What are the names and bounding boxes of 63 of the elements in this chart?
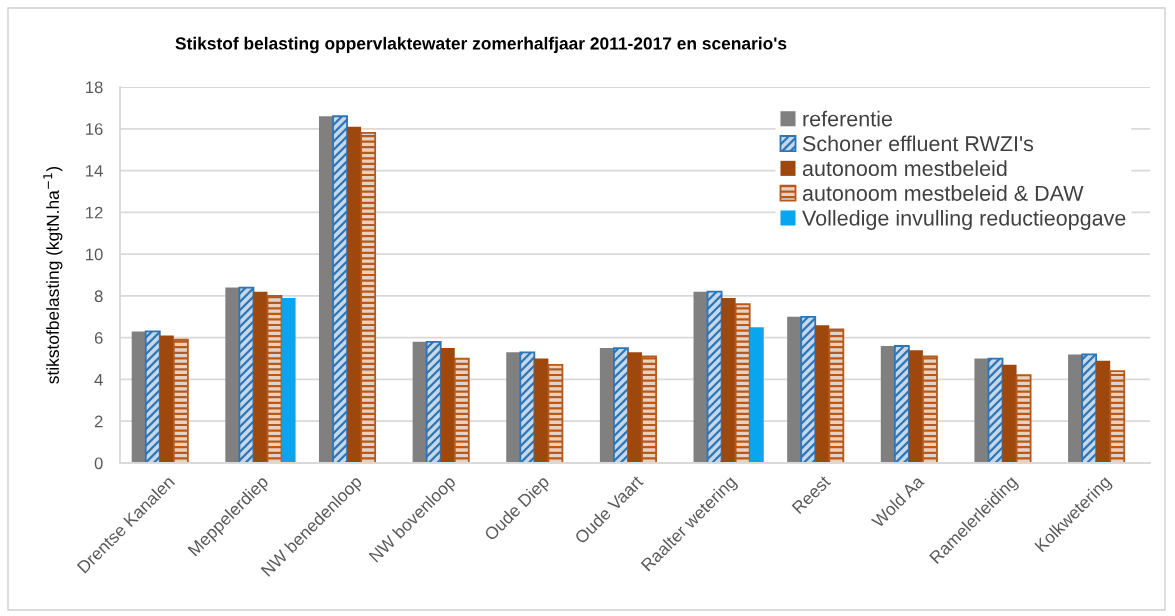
bar (1081, 353, 1098, 463)
bar (159, 335, 174, 463)
bar (908, 350, 923, 463)
bar (706, 290, 723, 463)
bar (1002, 364, 1017, 463)
y-tick-label: 12 (86, 206, 103, 219)
bar (922, 355, 938, 463)
bar (787, 316, 802, 463)
bar (172, 338, 189, 463)
bar (627, 352, 643, 463)
y-axis-title: stikstofbelasting (kgtN.ha$^{−1}$) (43, 166, 63, 384)
chart-title: Stikstof belasting oppervlaktewater zomerhalfjaar 2011-2017 en scenario's (175, 36, 787, 54)
bar (721, 297, 736, 463)
bar (225, 287, 240, 463)
y-tick-label: 18 (86, 81, 103, 94)
bar (281, 297, 296, 463)
bar (144, 330, 161, 463)
bar (613, 347, 629, 463)
legend-label: referentie (803, 110, 892, 127)
bar (1068, 354, 1083, 463)
bar (238, 286, 255, 463)
bar (332, 115, 348, 463)
bar (412, 341, 427, 463)
y-tick-label: 4 (94, 374, 103, 386)
bar (425, 340, 442, 463)
bar (880, 346, 895, 463)
legend-label: Schoner effluent RWZI's (802, 135, 1034, 152)
legend-label: autonoom mestbeleid & DAW (802, 185, 1084, 201)
bar (828, 328, 845, 463)
bar (519, 351, 536, 463)
bar (974, 358, 989, 463)
bar (347, 126, 362, 463)
bar (987, 357, 1004, 463)
bar (253, 291, 268, 463)
y-tick-label: 2 (94, 415, 103, 428)
bar (318, 116, 334, 463)
bar (547, 363, 564, 463)
bar (749, 327, 764, 463)
legend-label: autonoom mestbeleid (802, 160, 1007, 177)
y-tick-label: 8 (94, 290, 103, 303)
bar (266, 294, 283, 463)
bar (131, 331, 146, 463)
y-tick-label: 16 (86, 123, 103, 135)
y-tick-label: 10 (86, 248, 103, 261)
bar (534, 358, 549, 463)
y-tick-label: 6 (94, 332, 103, 344)
bar (1109, 370, 1126, 463)
bar (453, 357, 470, 463)
bar (641, 355, 657, 463)
bar (1015, 374, 1032, 463)
bar (440, 348, 455, 463)
bar (800, 315, 817, 463)
bar (360, 132, 377, 463)
bar (506, 352, 521, 463)
bar (1096, 360, 1111, 463)
y-tick-label: 0 (94, 457, 103, 470)
bar (734, 303, 751, 463)
bar (893, 345, 910, 463)
legend-label: Volledige invulling reductieopgave (802, 209, 1126, 230)
bar (599, 348, 614, 463)
y-tick-label: 14 (86, 165, 103, 177)
bar (815, 325, 830, 463)
bar (693, 291, 708, 463)
